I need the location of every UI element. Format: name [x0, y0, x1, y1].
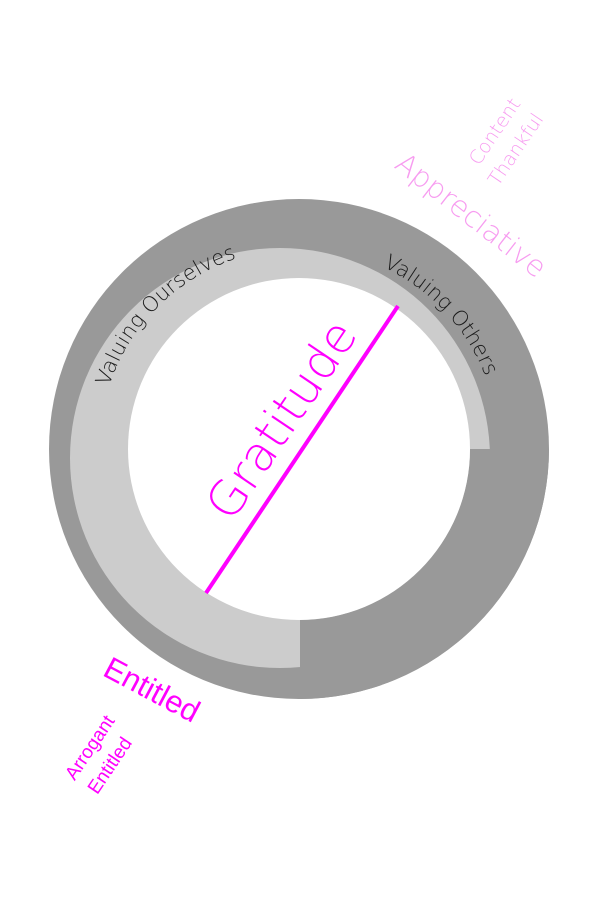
dark-quadrant: [300, 449, 549, 699]
gratitude-line: [204, 304, 400, 595]
center-circle: [128, 278, 470, 620]
